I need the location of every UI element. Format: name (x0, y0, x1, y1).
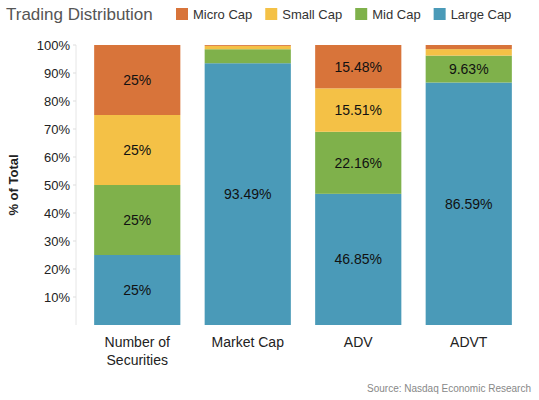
y-tick (73, 213, 76, 214)
y-tick (73, 73, 76, 74)
y-tick (73, 241, 76, 242)
x-tick-label: Market Cap (212, 334, 285, 350)
legend-swatch (265, 8, 277, 20)
legend-label: Small Cap (282, 7, 342, 22)
y-tick (73, 101, 76, 102)
data-label: 46.85% (335, 251, 382, 267)
y-tick (73, 185, 76, 186)
source-note: Source: Nasdaq Economic Research (367, 383, 531, 394)
bars (94, 45, 512, 325)
y-tick (73, 129, 76, 130)
chart: Trading Distribution Micro Cap Small Cap Mi… (0, 0, 539, 400)
bar-segment (426, 45, 512, 49)
title: Trading Distribution (6, 5, 153, 24)
data-label: 25% (123, 142, 151, 158)
bar-segment (94, 255, 180, 325)
y-tick-label: 30% (44, 234, 70, 249)
data-labels: 25% 25% 25% 25% 93.49% 46.85% 22.16% 15.51% 15.4… (123, 59, 492, 298)
legend-swatch (434, 8, 446, 20)
y-tick (73, 269, 76, 270)
bar-segment (205, 46, 291, 49)
bar-segment (426, 56, 512, 83)
bar-segment (205, 63, 291, 325)
y-tick-label: 60% (44, 150, 70, 165)
y-tick (73, 45, 76, 46)
legend-swatch (176, 8, 188, 20)
legend-label: Micro Cap (193, 7, 252, 22)
bar-segment (205, 49, 291, 63)
legend-label: Large Cap (451, 7, 512, 22)
bar-segment (426, 83, 512, 325)
y-tick-label: 10% (44, 290, 70, 305)
data-label: 25% (123, 282, 151, 298)
y-tick-label: 20% (44, 262, 70, 277)
y-tick-label: 90% (44, 66, 70, 81)
y-tick-label: 50% (44, 178, 70, 193)
data-label: 9.63% (449, 61, 489, 77)
axis-title: % of Total (6, 154, 21, 215)
data-label: 86.59% (445, 196, 492, 212)
y-tick-label: 80% (44, 94, 70, 109)
bar-segment (94, 185, 180, 255)
bar-segment (205, 45, 291, 46)
data-label: 22.16% (335, 155, 382, 171)
bar-segment (315, 194, 401, 325)
bar-segment (315, 88, 401, 131)
x-tick-label: ADVT (450, 334, 488, 350)
legend-swatch (355, 8, 367, 20)
x-tick-label: Number ofSecurities (105, 334, 170, 368)
data-label: 93.49% (224, 186, 271, 202)
data-label: 15.48% (335, 59, 382, 75)
bar-segment (315, 132, 401, 194)
bar-segment (94, 115, 180, 185)
data-label: 15.51% (335, 102, 382, 118)
y-tick (73, 157, 76, 158)
data-label: 25% (123, 212, 151, 228)
legend-label: Mid Cap (372, 7, 420, 22)
y-tick (73, 297, 76, 298)
data-label: 25% (123, 72, 151, 88)
bar-segment (94, 45, 180, 115)
bar-segment (315, 45, 401, 88)
bar-segment (426, 49, 512, 55)
y-tick-label: 40% (44, 206, 70, 221)
y-tick-label: 100% (37, 38, 71, 53)
x-tick-label: ADV (344, 334, 373, 350)
y-tick-label: 70% (44, 122, 70, 137)
